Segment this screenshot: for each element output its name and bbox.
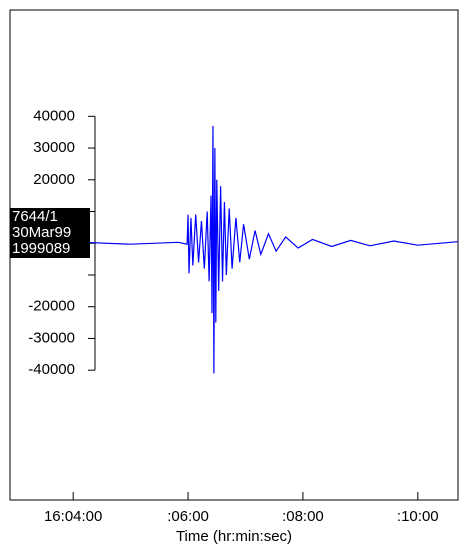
station-label-box <box>10 208 90 258</box>
y-tick-label: 20000 <box>33 171 75 188</box>
x-tick-label: :06:00 <box>167 508 209 525</box>
y-tick-label: -20000 <box>28 298 75 315</box>
station-label: 1999089 <box>12 240 70 257</box>
y-tick-label: -30000 <box>28 329 75 346</box>
y-tick-label: -40000 <box>28 361 75 378</box>
waveform <box>9 125 459 374</box>
x-axis-label: Time (hr:min:sec) <box>176 528 292 545</box>
y-tick-label: 40000 <box>33 107 75 124</box>
station-label: 30Mar99 <box>12 224 71 241</box>
x-tick-label: :10:00 <box>397 508 439 525</box>
y-tick-label: 30000 <box>33 139 75 156</box>
x-tick-label: 16:04:00 <box>44 508 102 525</box>
x-tick-label: :08:00 <box>282 508 324 525</box>
station-label: 7644/1 <box>12 208 58 225</box>
